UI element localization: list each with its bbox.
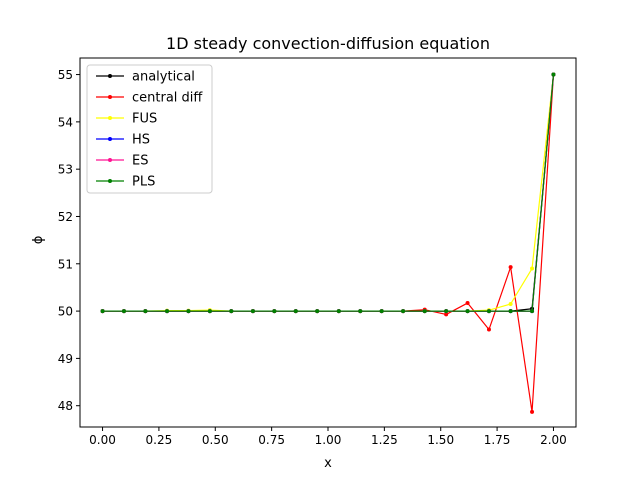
- data-point: [165, 309, 170, 314]
- x-tick-label: 1.50: [427, 433, 454, 447]
- data-point: [143, 309, 148, 314]
- data-point: [465, 309, 470, 314]
- y-tick-label: 52: [58, 210, 73, 224]
- legend-label: ES: [132, 154, 148, 169]
- data-point: [121, 309, 126, 314]
- data-point: [508, 265, 513, 270]
- legend-swatch-marker: [108, 95, 112, 99]
- y-tick-label: 49: [58, 352, 73, 366]
- x-tick-label: 1.00: [315, 433, 342, 447]
- data-point: [530, 409, 535, 414]
- data-point: [465, 301, 470, 306]
- data-point: [207, 309, 212, 314]
- data-point: [186, 309, 191, 314]
- y-tick-label: 50: [58, 305, 73, 319]
- data-point: [551, 72, 556, 77]
- data-point: [315, 309, 320, 314]
- y-tick-label: 51: [58, 257, 73, 271]
- legend-entry: ES: [96, 154, 148, 169]
- legend-entry: FUS: [96, 112, 157, 127]
- data-point: [401, 309, 406, 314]
- legend-label: analytical: [132, 70, 195, 85]
- data-point: [229, 309, 234, 314]
- x-axis-label: x: [324, 456, 332, 471]
- data-point: [379, 309, 384, 314]
- x-tick-label: 2.00: [540, 433, 567, 447]
- legend-swatch-marker: [108, 137, 112, 141]
- y-tick-label: 55: [58, 68, 73, 82]
- x-tick-label: 1.75: [484, 433, 511, 447]
- legend-label: PLS: [132, 175, 155, 190]
- x-tick-label: 0.25: [146, 433, 173, 447]
- legend-swatch-marker: [108, 179, 112, 183]
- data-point: [336, 309, 341, 314]
- legend-label: central diff: [132, 91, 203, 106]
- series-PLS: [100, 72, 556, 314]
- legend-entry: analytical: [96, 70, 195, 85]
- data-point: [486, 309, 491, 314]
- data-point: [358, 309, 363, 314]
- y-axis-label: ϕ: [31, 236, 46, 245]
- legend-label: HS: [132, 133, 150, 148]
- data-point: [530, 266, 535, 271]
- legend-swatch-marker: [108, 116, 112, 120]
- x-tick-label: 1.25: [371, 433, 398, 447]
- x-axis: 0.00 0.25 0.50 0.75 1.00 1.25 1.50 1.75 2.00: [89, 427, 567, 447]
- data-point: [508, 309, 513, 314]
- legend: analytical central diff FUS HS ES PLS: [86, 64, 213, 194]
- series-line: [102, 74, 555, 312]
- data-point: [486, 327, 491, 332]
- legend-entry: central diff: [96, 91, 203, 106]
- data-point: [530, 309, 535, 314]
- data-point: [293, 309, 298, 314]
- data-point: [272, 309, 277, 314]
- legend-swatch-marker: [108, 158, 112, 162]
- x-tick-label: 0.50: [202, 433, 229, 447]
- y-tick-label: 53: [58, 163, 73, 177]
- legend-entry: PLS: [96, 175, 155, 190]
- data-point: [444, 309, 449, 314]
- y-axis: 48 49 50 51 52 53 54 55: [58, 68, 80, 413]
- legend-label: FUS: [132, 112, 157, 127]
- legend-entry: HS: [96, 133, 150, 148]
- data-point: [100, 309, 105, 314]
- chart-title: 1D steady convection-diffusion equation: [166, 34, 490, 53]
- x-tick-label: 0.00: [89, 433, 116, 447]
- data-point: [422, 309, 427, 314]
- data-point: [444, 312, 449, 317]
- data-point: [250, 309, 255, 314]
- x-tick-label: 0.75: [258, 433, 285, 447]
- y-tick-label: 54: [58, 115, 73, 129]
- data-point: [508, 302, 513, 306]
- legend-swatch-marker: [108, 74, 112, 78]
- y-tick-label: 48: [58, 399, 73, 413]
